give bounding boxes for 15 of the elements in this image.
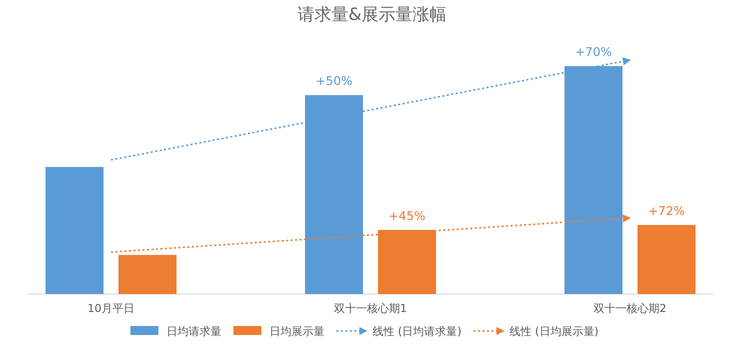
annotation: +50% [316,74,352,88]
legend-label: 线性 (日均展示量) [510,325,599,338]
chart-title: 请求量&展示量涨幅 [297,5,447,25]
annotation: +72% [648,204,685,218]
x-tick-label: 双十一核心期1 [334,302,407,315]
x-tick-label: 双十一核心期2 [594,302,666,315]
x-tick-label: 10月平日 [88,302,134,315]
bar [638,224,696,294]
bar [118,254,176,294]
legend-label: 日均请求量 [166,325,222,338]
legend-label: 线性 (日均请求量) [372,325,462,338]
legend-label: 日均展示量 [269,325,324,338]
text: +70% [575,45,612,60]
bar [46,166,104,294]
annotation: +45% [388,208,426,223]
